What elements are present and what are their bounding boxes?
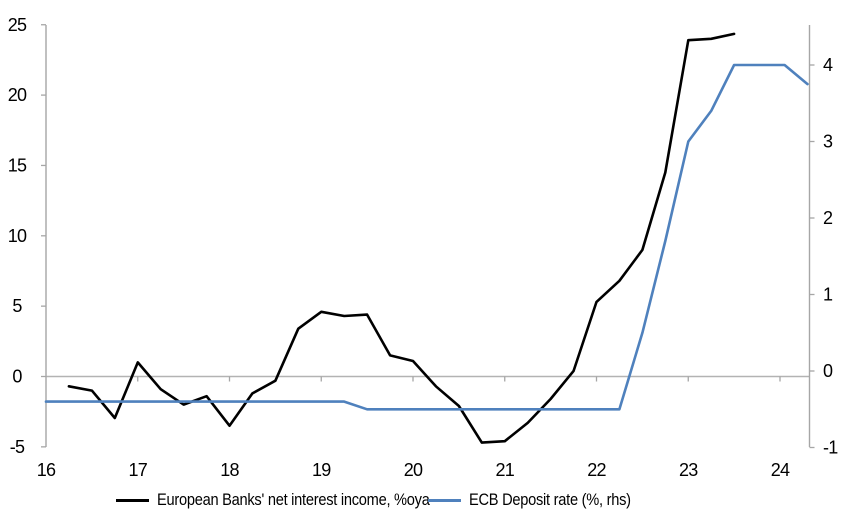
legend-item-ecb-deposit-rate: ECB Deposit rate (%, rhs): [428, 490, 657, 509]
right-axis-tick-label: 1: [823, 285, 833, 305]
right-axis-tick-label: 4: [823, 55, 833, 75]
x-axis-tick-label: 22: [587, 460, 606, 480]
series-line-ecb-deposit-rate: [44, 63, 809, 411]
left-axis-tick-label: 15: [8, 155, 27, 175]
legend-item-net-interest-income: European Banks' net interest income, %oy…: [116, 490, 474, 509]
right-axis-tick-label: 0: [823, 361, 833, 381]
x-axis-tick-label: 17: [129, 460, 148, 480]
x-axis-tick-label: 16: [37, 460, 56, 480]
x-axis-tick-label: 21: [496, 460, 515, 480]
right-axis-tick-label: 3: [823, 132, 833, 152]
legend-label-net-interest-income: European Banks' net interest income, %oy…: [157, 490, 430, 509]
left-axis-tick-label: 5: [12, 296, 22, 316]
left-axis-tick-label: 25: [8, 15, 27, 35]
left-axis-tick-label: 20: [8, 85, 27, 105]
legend-label-ecb-deposit-rate: ECB Deposit rate (%, rhs): [469, 490, 631, 509]
x-axis-tick-label: 19: [312, 460, 331, 480]
left-axis-tick-label: 0: [12, 367, 22, 387]
left-axis-tick-label: 10: [8, 226, 27, 246]
x-axis-tick-label: 23: [679, 460, 698, 480]
series-line-net-interest-income: [67, 32, 736, 444]
right-axis-tick-label: -1: [823, 438, 838, 458]
right-axis-tick-label: 2: [823, 208, 833, 228]
legend-line-sample-blue: [428, 498, 461, 502]
x-axis-tick-label: 20: [404, 460, 423, 480]
legend-line-sample-black: [116, 498, 149, 502]
x-axis-tick-label: 18: [220, 460, 239, 480]
x-axis-tick-label: 24: [771, 460, 790, 480]
left-axis-tick-label: -5: [10, 437, 25, 457]
